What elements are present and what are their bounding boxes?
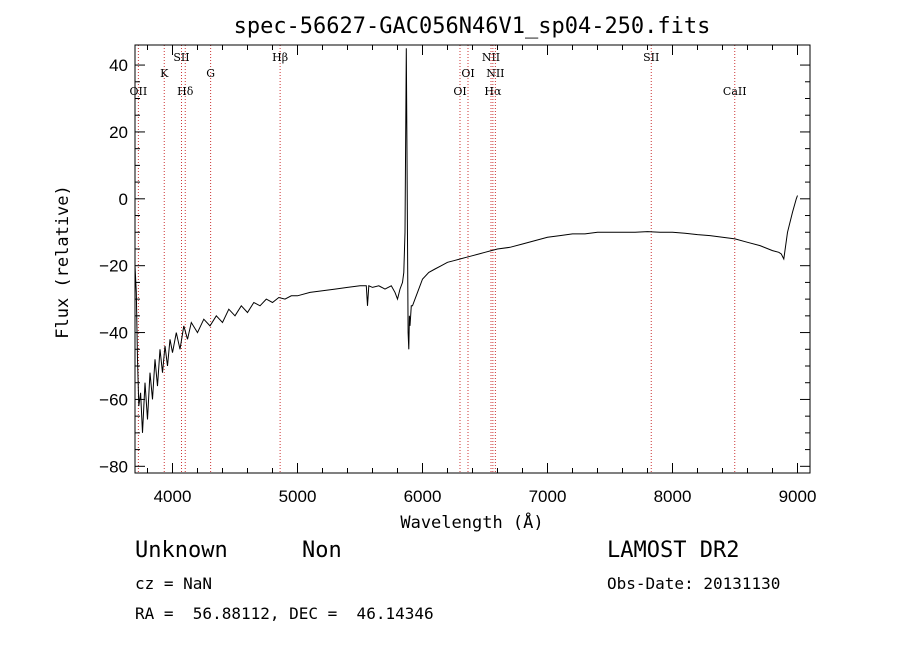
y-tick-label: −80 <box>99 457 128 476</box>
x-tick-label: 6000 <box>404 487 442 506</box>
x-axis-label: Wavelength (Å) <box>400 511 543 533</box>
y-tick-label: −20 <box>99 257 128 276</box>
y-tick-label: 40 <box>109 56 128 75</box>
emission-line-label: Hδ <box>177 85 194 98</box>
y-axis: −80 −60 −40 −20 0 20 40 <box>99 56 810 476</box>
emission-line-label: NII <box>486 67 504 80</box>
x-tick-label: 8000 <box>654 487 692 506</box>
emission-line-label: Hβ <box>272 51 288 64</box>
survey-name: LAMOST DR2 <box>607 538 740 563</box>
y-axis-label: Flux (relative) <box>53 185 73 339</box>
x-tick-label: 7000 <box>529 487 567 506</box>
emission-line-label: Hα <box>484 85 502 98</box>
emission-line-label: NII <box>482 51 500 64</box>
emission-line-label: SII <box>173 51 189 64</box>
plot-frame <box>134 44 811 474</box>
y-tick-label: 0 <box>119 190 128 209</box>
x-axis: 4000 5000 6000 7000 8000 9000 <box>147 45 817 506</box>
spectral-class: Unknown <box>135 538 228 563</box>
emission-line-label: SII <box>643 51 659 64</box>
y-tick-label: −60 <box>99 390 128 409</box>
x-tick-label: 4000 <box>154 487 192 506</box>
coordinates: RA = 56.88112, DEC = 46.14346 <box>135 604 434 623</box>
spectrum-line <box>134 48 798 433</box>
observation-date: Obs-Date: 20131130 <box>607 574 781 593</box>
redshift-info: cz = NaN <box>135 574 213 593</box>
emission-line-label: K <box>160 67 169 80</box>
x-tick-label: 9000 <box>779 487 817 506</box>
emission-line-markers: OII K SII Hδ G Hβ OI OI NII Hα NII SII CaII <box>130 45 747 473</box>
emission-line-label: CaII <box>723 85 747 98</box>
chart-title: spec-56627-GAC056N46V1_sp04-250.fits <box>234 14 711 39</box>
emission-line-label: OII <box>130 85 148 98</box>
emission-line-label: G <box>206 67 215 80</box>
x-tick-label: 5000 <box>279 487 317 506</box>
y-tick-label: −40 <box>99 324 128 343</box>
spectral-subclass: Non <box>302 538 342 563</box>
y-tick-label: 20 <box>109 123 128 142</box>
emission-line-label: OI <box>461 67 474 80</box>
emission-line-label: OI <box>453 85 466 98</box>
